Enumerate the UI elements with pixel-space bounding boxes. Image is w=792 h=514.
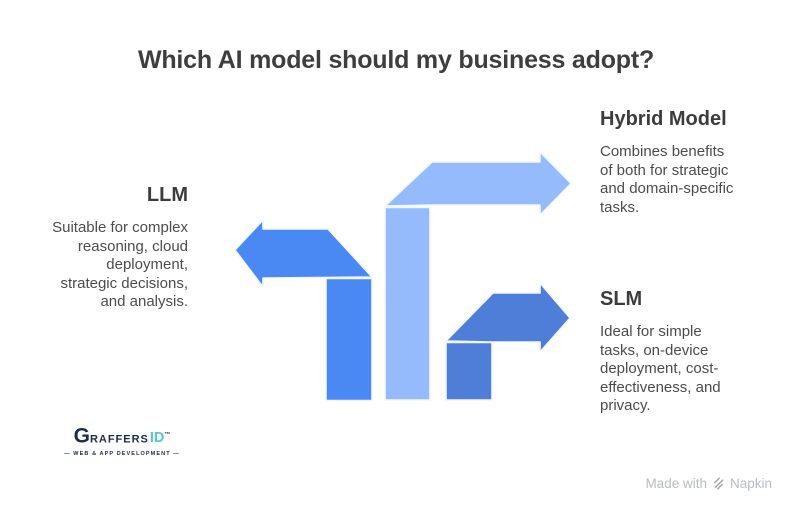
napkin-icon xyxy=(714,477,724,490)
slm-label-block: SLM Ideal for simple tasks, on-device de… xyxy=(600,286,721,416)
hybrid-arrow-bar xyxy=(384,206,431,401)
hybrid-description: Combines benefits of both for strategic … xyxy=(600,143,734,216)
logo-tagline: — WEB & APP DEVELOPMENT — xyxy=(64,451,180,458)
hybrid-arrow-shape xyxy=(384,151,572,216)
logo-letter-g: G xyxy=(73,424,90,448)
logo-id-text: ID xyxy=(149,430,165,447)
page-title: Which AI model should my business adopt? xyxy=(137,46,655,74)
llm-heading: LLM xyxy=(146,184,188,206)
graffersid-wordmark: GRAFFERSID™ xyxy=(62,424,182,450)
napkin-brand-text: Napkin xyxy=(729,476,772,491)
slm-heading: SLM xyxy=(600,288,643,310)
llm-description: Suitable for complex reasoning, cloud de… xyxy=(52,219,188,311)
llm-label-block: LLM Suitable for complex reasoning, clou… xyxy=(52,182,188,312)
llm-arrow-shape xyxy=(234,219,373,288)
logo-trademark: ™ xyxy=(164,432,171,438)
slm-arrow-shape xyxy=(445,282,571,353)
hybrid-label-block: Hybrid Model Combines benefits of both f… xyxy=(600,106,733,217)
slm-description: Ideal for simple tasks, on-device deploy… xyxy=(600,323,721,415)
made-with-text: Made with xyxy=(645,476,707,491)
hybrid-heading: Hybrid Model xyxy=(600,108,727,130)
slm-arrow-bar xyxy=(445,341,493,401)
logo-graffers-text: RAFFERS xyxy=(89,433,149,446)
llm-arrow-bar xyxy=(325,277,373,402)
napkin-badge[interactable]: Made with Napkin xyxy=(645,476,772,491)
graffersid-logo: GRAFFERSID™ — WEB & APP DEVELOPMENT — xyxy=(62,424,182,458)
